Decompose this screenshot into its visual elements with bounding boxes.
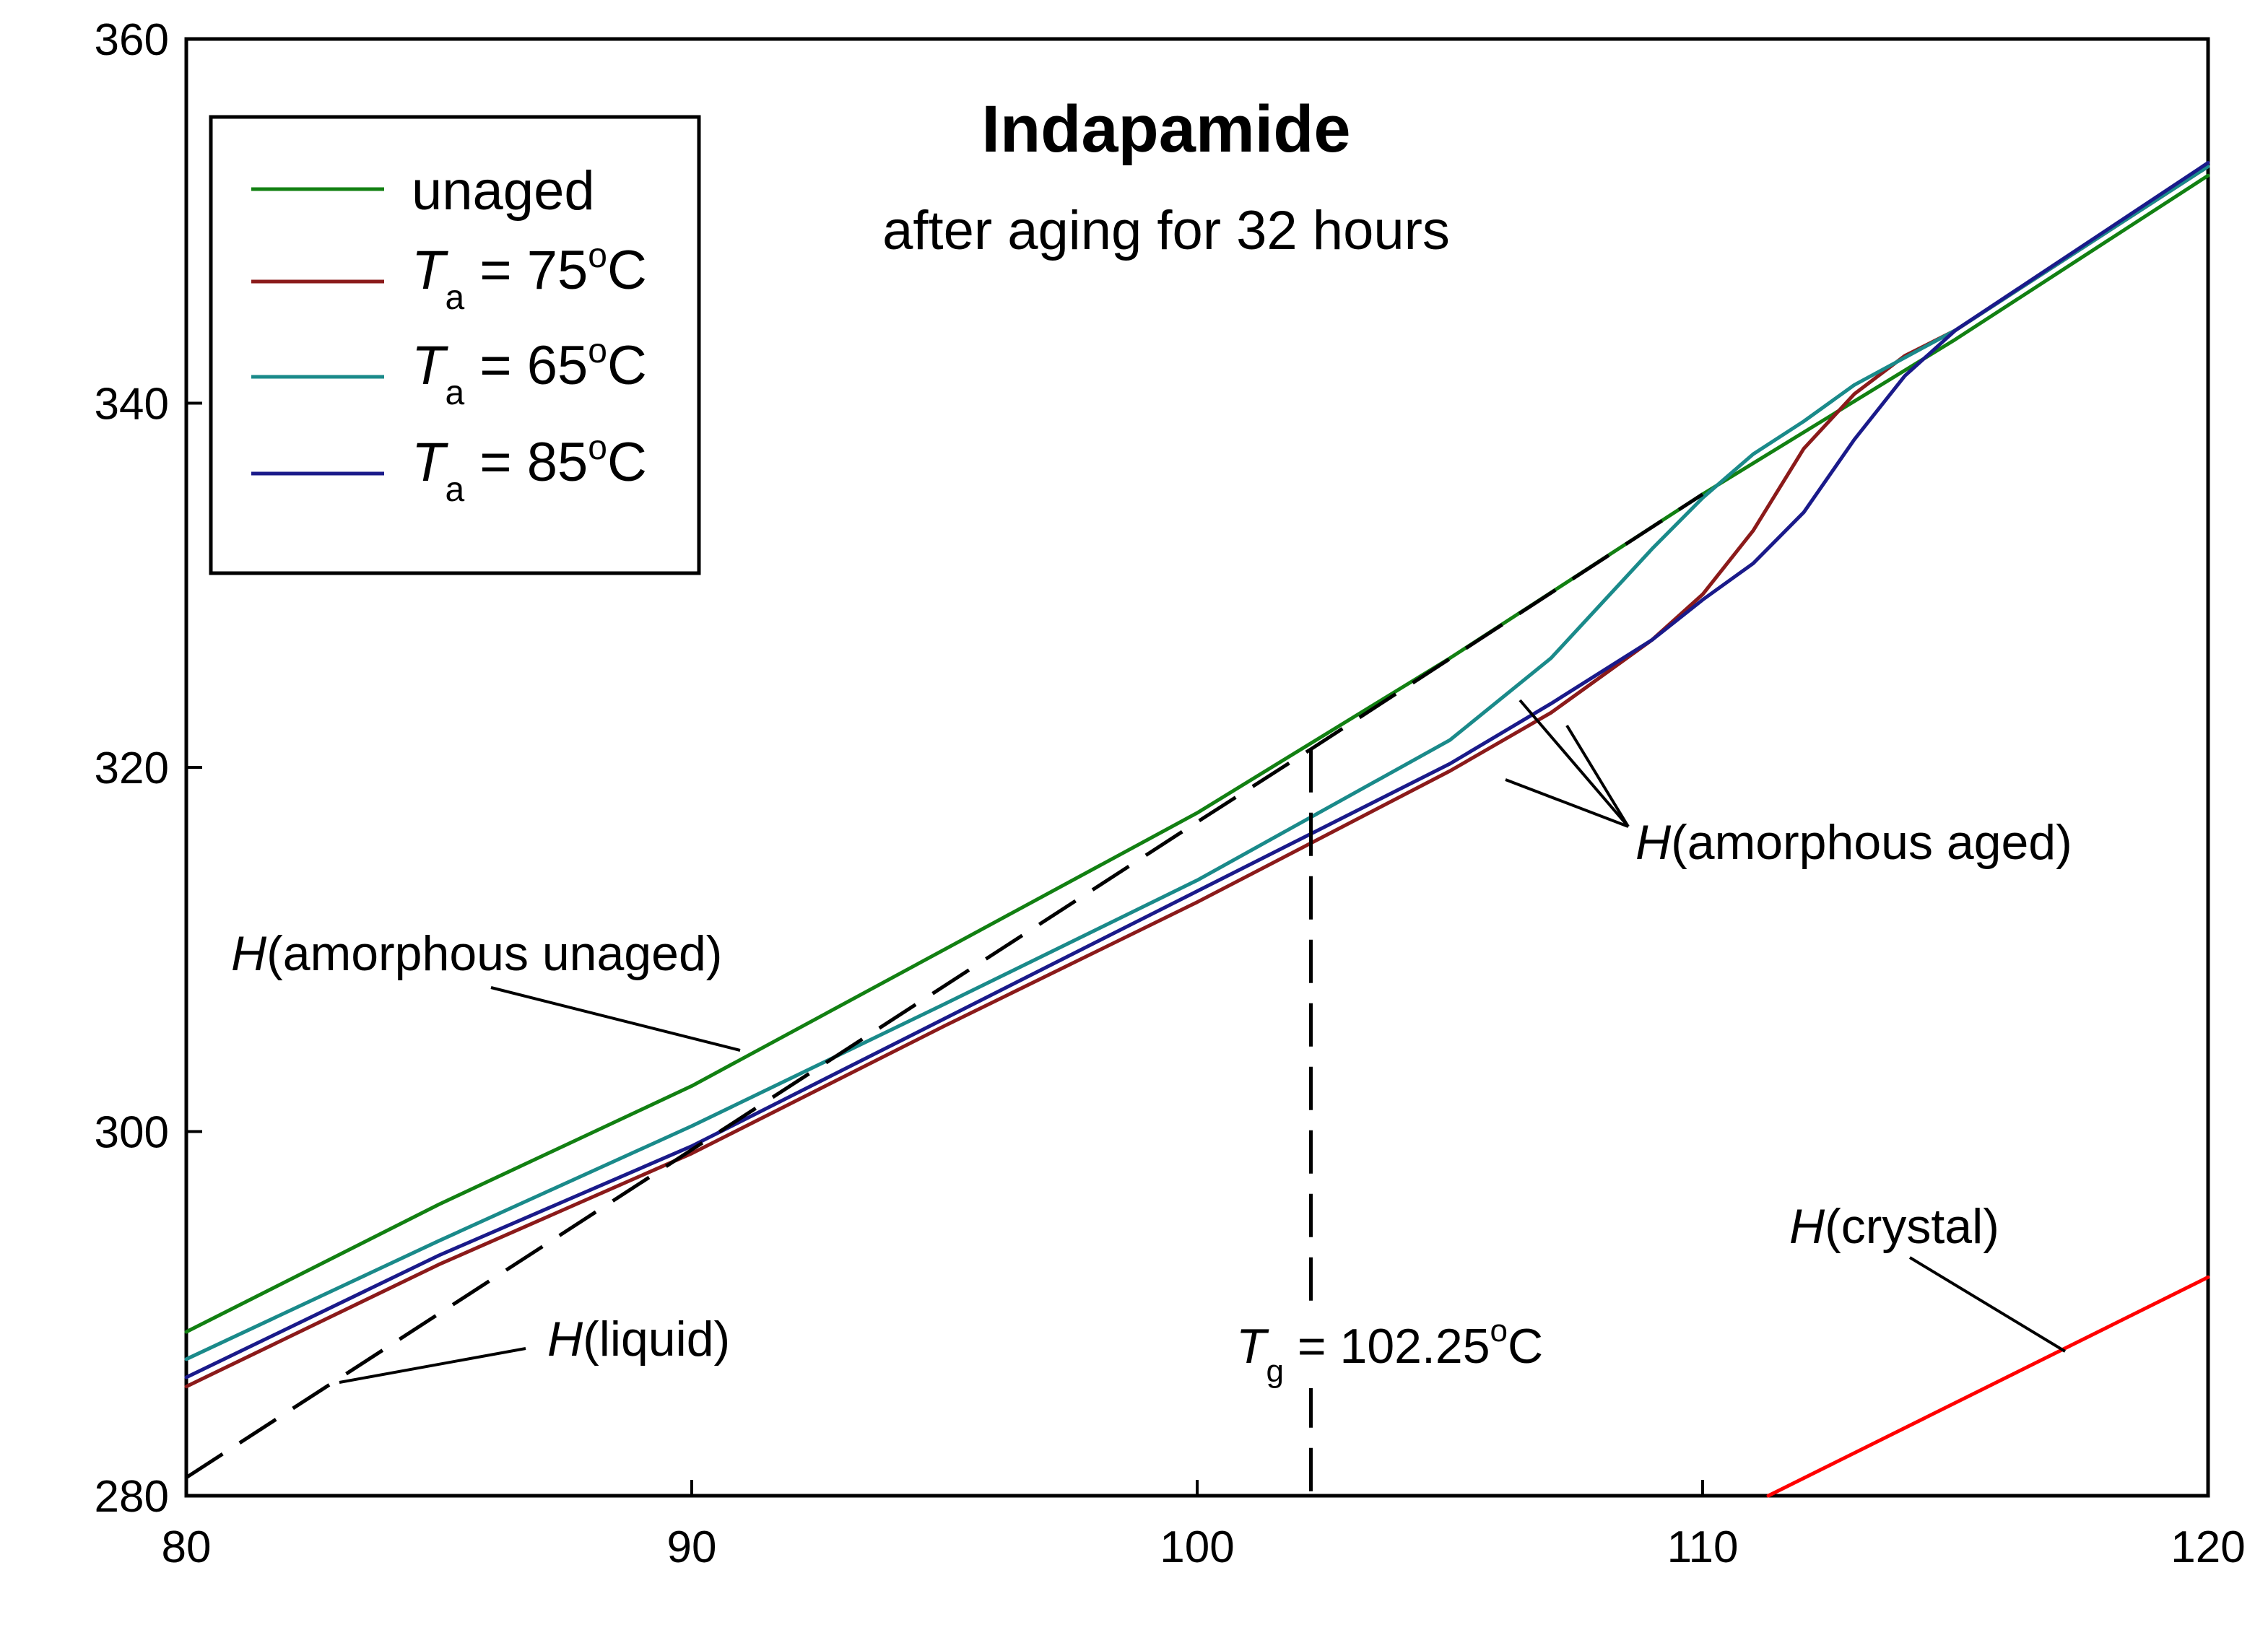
- annotation-crystal: H(crystal): [1789, 1199, 2067, 1353]
- annotation-crystal-label: H(crystal): [1789, 1199, 1999, 1254]
- x-tick-label-90: 90: [667, 1522, 717, 1572]
- legend-label-ta85: Ta = 85oC: [412, 429, 647, 509]
- x-tick-label-110: 110: [1667, 1522, 1739, 1572]
- legend-label-unaged: unaged: [412, 160, 595, 222]
- annotation-tg-label: Tg = 102.25oC: [1236, 1313, 1543, 1389]
- annotation-tg: Tg = 102.25oC: [1228, 1305, 1603, 1389]
- annotation-tg-bg: [1228, 1305, 1603, 1388]
- annotation-amorphous-aged-leader-2: [1565, 724, 1630, 828]
- annotation-liquid-label: H(liquid): [547, 1312, 730, 1367]
- series-line-unaged: [184, 173, 2210, 1334]
- y-tick-label-320: 320: [95, 744, 169, 793]
- series-line-h-crystal: [1766, 1275, 2210, 1498]
- series-line-ta-85-c: [184, 161, 2210, 1380]
- y-tick-label-360: 360: [95, 15, 169, 65]
- annotation-amorphous-unaged-label: H(amorphous unaged): [231, 926, 722, 981]
- annotation-liquid: H(liquid): [339, 1312, 730, 1384]
- legend-label-ta65: Ta = 65oC: [412, 332, 647, 412]
- tick-layer: 80 90 100 110 120 280 300 320 340 360: [95, 15, 2246, 1572]
- y-tick-label-280: 280: [95, 1472, 169, 1522]
- series-line-h-liquid: [185, 492, 1704, 1479]
- legend-label-ta75: Ta = 75oC: [412, 237, 647, 317]
- annotation-crystal-leader: [1908, 1256, 2067, 1353]
- annotation-amorphous-aged-leader-1: [1518, 699, 1630, 828]
- legend: unaged Ta = 75oC Ta = 65oC Ta = 85oC: [209, 115, 701, 575]
- legend-box: [209, 115, 701, 575]
- annotation-amorphous-unaged: H(amorphous unaged): [231, 926, 741, 1052]
- annotation-amorphous-aged-label: H(amorphous aged): [1635, 815, 2072, 870]
- x-tick-label-80: 80: [162, 1522, 212, 1572]
- x-tick-label-100: 100: [1160, 1522, 1234, 1572]
- series-line-ta-65-c: [184, 165, 2210, 1361]
- y-tick-label-340: 340: [95, 380, 169, 430]
- chart-subtitle: after aging for 32 hours: [882, 200, 1450, 261]
- annotation-amorphous-aged-leader-3: [1505, 778, 1629, 828]
- series-layer: [184, 161, 2210, 1498]
- y-tick-label-300: 300: [95, 1108, 169, 1158]
- annotation-amorphous-unaged-leader: [490, 986, 741, 1052]
- annotation-amorphous-aged: H(amorphous aged): [1505, 699, 2072, 870]
- annotation-liquid-leader: [339, 1347, 526, 1384]
- x-tick-label-120: 120: [2171, 1522, 2245, 1572]
- chart-title: Indapamide: [981, 92, 1350, 166]
